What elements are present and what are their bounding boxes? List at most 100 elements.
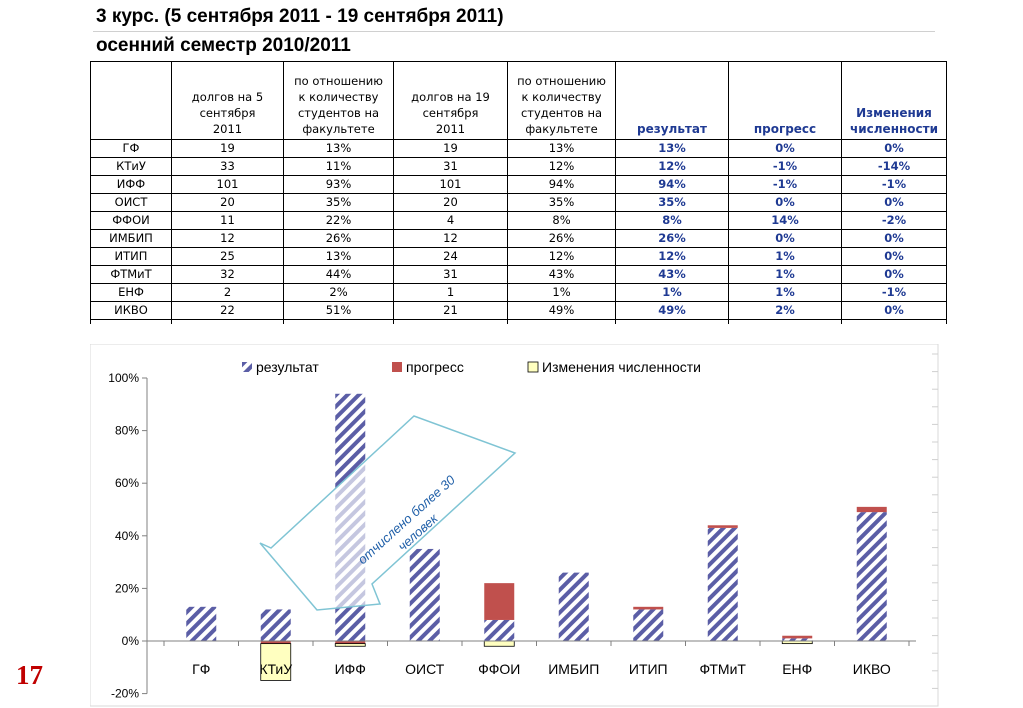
header-cell: Изменения численности [841, 61, 947, 140]
value-cell: 13% [507, 139, 616, 158]
x-tick-label: ГФ [192, 661, 210, 677]
value-cell: 25 [171, 247, 284, 266]
spacer-cell [507, 319, 616, 324]
x-tick-label: ИМБИП [548, 661, 599, 677]
faculty-cell: ИТИП [90, 247, 172, 266]
value-cell: 49% [615, 301, 729, 320]
table-row: ЕНФ 2 2% 1 1% 1% 1% -1% [90, 283, 947, 302]
bar-progress [856, 506, 887, 513]
x-tick-label: ФФОИ [478, 661, 520, 677]
faculty-cell: ОИСТ [90, 193, 172, 212]
header-text: студентов на [297, 106, 380, 120]
value-cell: 43% [507, 265, 616, 284]
value-cell: -2% [841, 211, 947, 230]
header-text: результат [637, 122, 707, 136]
value-cell: 1% [728, 283, 842, 302]
value-cell: 12% [615, 157, 729, 176]
header-text: по отношению [517, 74, 606, 88]
legend-label: результат [256, 359, 319, 375]
y-axis: -20% 0% 20% 40% 60% 80% 100% [108, 371, 148, 701]
header-cell: долгов на 5 сентября 2011 [171, 61, 284, 140]
value-cell: 51% [283, 301, 394, 320]
value-cell: -1% [728, 175, 842, 194]
value-cell: 19 [393, 139, 508, 158]
header-text: долгов на 19 [411, 90, 490, 104]
header-text: студентов на [520, 106, 603, 120]
table-row: ИФФ 101 93% 101 94% 94% -1% -1% [90, 175, 947, 194]
x-tick-label: ИКВО [853, 661, 891, 677]
value-cell: 0% [728, 229, 842, 248]
header-text: сентября [422, 106, 479, 120]
table-row: ФФОИ 11 22% 4 8% 8% 14% -2% [90, 211, 947, 230]
value-cell: 33 [171, 157, 284, 176]
value-cell: 1% [615, 283, 729, 302]
chart-right-ticks [932, 353, 938, 689]
value-cell: 0% [841, 301, 947, 320]
value-cell: 12% [615, 247, 729, 266]
spacer-cell [841, 319, 947, 324]
header-cell: прогресс [728, 61, 842, 140]
legend-swatch [392, 362, 402, 372]
y-tick-label: 60% [115, 476, 139, 490]
value-cell: 94% [507, 175, 616, 194]
x-axis: ГФ КТиУ ИФФ ОИСТ ФФОИ ИМБИП ИТИП ФТМиТ ЕНФ ИКВО [147, 640, 916, 677]
value-cell: 31 [393, 157, 508, 176]
x-tick-label: ФТМиТ [700, 661, 747, 677]
header-text: факультете [302, 122, 375, 136]
value-cell: 11% [283, 157, 394, 176]
spacer-cell [615, 319, 729, 324]
header-text: к количеству [298, 90, 379, 104]
x-tick-label: ОИСТ [405, 661, 445, 677]
value-cell: 4 [393, 211, 508, 230]
header-text: факультете [525, 122, 598, 136]
value-cell: 12 [171, 229, 284, 248]
spacer-cell [283, 319, 394, 324]
value-cell: 12 [393, 229, 508, 248]
faculty-cell: ИМБИП [90, 229, 172, 248]
value-cell: 49% [507, 301, 616, 320]
value-cell: 1% [728, 247, 842, 266]
y-tick-label: 80% [115, 424, 139, 438]
table-header-row: долгов на 5 сентября 2011 по отношению к кол… [90, 61, 947, 140]
spacer-cell [728, 319, 842, 324]
bar-size-change [334, 643, 366, 647]
value-cell: 8% [507, 211, 616, 230]
bar-chart: -20% 0% 20% 40% 60% 80% 100% ГФ КТиУ ИФФ ОИСТ ФФОИ… [90, 344, 939, 707]
value-cell: 93% [283, 175, 394, 194]
value-cell: 32 [171, 265, 284, 284]
header-cell: долгов на 19 сентября 2011 [393, 61, 508, 140]
header-cell: по отношению к количеству студентов на факу… [283, 61, 394, 140]
spacer-cell [393, 319, 508, 324]
value-cell: 94% [615, 175, 729, 194]
header-text: 2011 [435, 122, 466, 136]
bar-result [707, 527, 738, 641]
y-tick-label: 20% [115, 581, 139, 595]
value-cell: 24 [393, 247, 508, 266]
table-row: ИТИП 25 13% 24 12% 12% 1% 0% [90, 247, 947, 266]
slide-title-line2: осенний семестр 2010/2011 [96, 35, 351, 56]
spacer-cell [171, 319, 284, 324]
value-cell: 0% [728, 193, 842, 212]
faculty-cell: ГФ [90, 139, 172, 158]
chart-frame [90, 344, 939, 707]
bar-result [782, 638, 813, 641]
table-row: ИМБИП 12 26% 12 26% 26% 0% 0% [90, 229, 947, 248]
value-cell: 35% [283, 193, 394, 212]
faculty-cell: ЕНФ [90, 283, 172, 302]
header-cell: результат [615, 61, 729, 140]
table-row: ОИСТ 20 35% 20 35% 35% 0% 0% [90, 193, 947, 212]
value-cell: -1% [728, 157, 842, 176]
faculty-cell: ИКВО [90, 301, 172, 320]
value-cell: 0% [841, 193, 947, 212]
bar-result [186, 606, 217, 641]
spacer-cell [90, 319, 172, 324]
value-cell: 0% [728, 139, 842, 158]
header-text: сентября [199, 106, 256, 120]
header-text: по отношению [294, 74, 383, 88]
bar-progress [484, 583, 515, 620]
bar-result [484, 619, 515, 641]
header-text: прогресс [753, 122, 817, 136]
faculty-cell: КТиУ [90, 157, 172, 176]
value-cell: 20 [171, 193, 284, 212]
header-cell: по отношению к количеству студентов на факу… [507, 61, 616, 140]
